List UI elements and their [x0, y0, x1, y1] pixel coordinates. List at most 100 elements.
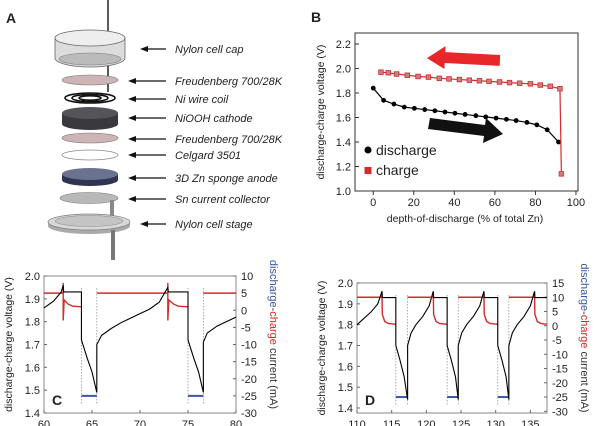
y-tick-label: 1.7 [338, 341, 353, 353]
collector-tab [110, 200, 114, 230]
ni-wire-coil [64, 92, 116, 104]
celgard-separator [61, 149, 119, 161]
discharge-point [370, 85, 376, 91]
charge-point [547, 83, 553, 89]
x-tick-label: 120 [417, 419, 435, 426]
component-label: Nylon cell stage [175, 219, 253, 231]
y-tick-label: 1.9 [25, 294, 40, 306]
component-label: Freudenberg 700/28K [175, 76, 283, 88]
x-tick-label: 60 [489, 197, 501, 209]
panel-c-cycling-chart: 1.41.51.61.71.81.92.0-30-25-20-15-10-505… [3, 240, 279, 426]
discharge-point [462, 112, 468, 117]
x-tick-label: 80 [230, 419, 242, 426]
charge-point [404, 72, 411, 78]
y-tick-label: 1.6 [25, 362, 40, 374]
y-tick-label: 1.8 [25, 317, 40, 329]
y-tick-label: 1.9 [338, 299, 353, 311]
y-axis-label: discharge-charge voltage (V) [3, 277, 15, 412]
y-tick-label: 1.8 [336, 88, 351, 100]
y2-tick-label: -30 [241, 408, 257, 420]
y2-tick-label: -20 [241, 374, 257, 386]
arrow-head-icon [128, 196, 136, 202]
discharge-point [452, 110, 458, 116]
discharge-point [534, 122, 540, 128]
stage-lead-bottom [111, 240, 115, 260]
discharge-point [401, 104, 407, 110]
x-tick-label: 20 [408, 197, 420, 209]
y-tick-label: 1.5 [25, 385, 40, 397]
charge-current-line [96, 282, 189, 321]
charge-point [537, 82, 543, 88]
charge-point [476, 78, 483, 84]
component-label: Celgard 3501 [175, 150, 241, 162]
y2-tick-label: -30 [552, 406, 568, 418]
legend-charge-marker [364, 167, 372, 174]
charge-point [466, 77, 473, 83]
y2-axis-label-part: - [578, 311, 590, 315]
voltage-line [43, 284, 237, 393]
y-tick-label: 1.2 [336, 162, 351, 174]
y2-axis-label-part: charge [578, 315, 590, 349]
y2-axis-label-part: discharge [578, 263, 590, 311]
y-tick-label: 1.8 [338, 320, 353, 332]
panel-label-a: A [6, 10, 16, 26]
freudenberg-separator-bottom [61, 132, 119, 144]
plot-frame [356, 282, 548, 414]
charge-point [527, 81, 534, 87]
component-label: Freudenberg 700/28K [175, 134, 283, 146]
y2-tick-label: 10 [552, 292, 564, 304]
discharge-point [432, 108, 438, 114]
discharge-point [556, 139, 561, 145]
y-tick-label: 1.5 [338, 382, 353, 394]
charge-direction-arrow [426, 46, 501, 70]
y-tick-label: 1.6 [338, 361, 353, 373]
y2-tick-label: 0 [552, 321, 558, 333]
y2-tick-label: 5 [552, 307, 558, 319]
charge-line [380, 71, 562, 174]
panel-label-c: C [52, 392, 62, 408]
charge-point [496, 79, 503, 85]
charge-point [506, 79, 513, 86]
arrow-head-icon [128, 115, 136, 121]
y2-axis-label-part: - [267, 308, 279, 312]
panel-label-d: D [365, 392, 375, 408]
y2-axis-label-part: discharge [267, 260, 279, 308]
y-tick-label: 2.0 [336, 64, 351, 76]
x-tick-label: 130 [487, 419, 505, 426]
y-tick-label: 1.7 [25, 340, 40, 352]
discharge-point [391, 101, 397, 107]
charge-point [486, 78, 492, 85]
charge-point [385, 70, 391, 76]
sn-current-collector [59, 192, 119, 204]
charge-point [516, 80, 523, 86]
y2-tick-label: 0 [241, 305, 247, 317]
x-tick-label: 70 [134, 419, 146, 426]
legend: discharge charge [364, 142, 437, 178]
discharge-point [411, 105, 417, 111]
y-tick-label: 1.6 [336, 113, 351, 125]
charge-point [393, 71, 400, 77]
charge-current-line [508, 291, 548, 326]
y2-tick-label: 10 [241, 271, 253, 283]
x-tick-label: 60 [38, 419, 50, 426]
discharge-point [513, 118, 519, 123]
x-tick-label: 80 [529, 197, 541, 209]
x-tick-label: 115 [383, 419, 401, 426]
y2-tick-label: -10 [552, 349, 568, 361]
legend-discharge-label: discharge [376, 142, 437, 158]
component-label: Sn current collector [175, 194, 271, 206]
charge-point [446, 76, 452, 82]
charge-point [378, 69, 384, 75]
y-axis-label: discharge-charge voltage (V) [316, 281, 328, 416]
y-tick-label: 2.2 [336, 39, 351, 51]
y2-tick-label: -10 [241, 340, 257, 352]
x-axis-label: depth-of-discharge (% of total Zn) [387, 213, 543, 225]
y2-tick-label: -15 [552, 364, 568, 376]
x-tick-label: 65 [86, 419, 98, 426]
y2-tick-label: -5 [552, 335, 562, 347]
y-tick-label: 1.4 [25, 408, 40, 420]
panel-b-voltage-vs-depth-chart: B 1.0 1.2 1.4 1.6 1.8 2.0 2.2 0 20 40 60 80 100 disc… [311, 9, 585, 225]
y2-axis-label: discharge-charge current (mA) [578, 263, 590, 412]
